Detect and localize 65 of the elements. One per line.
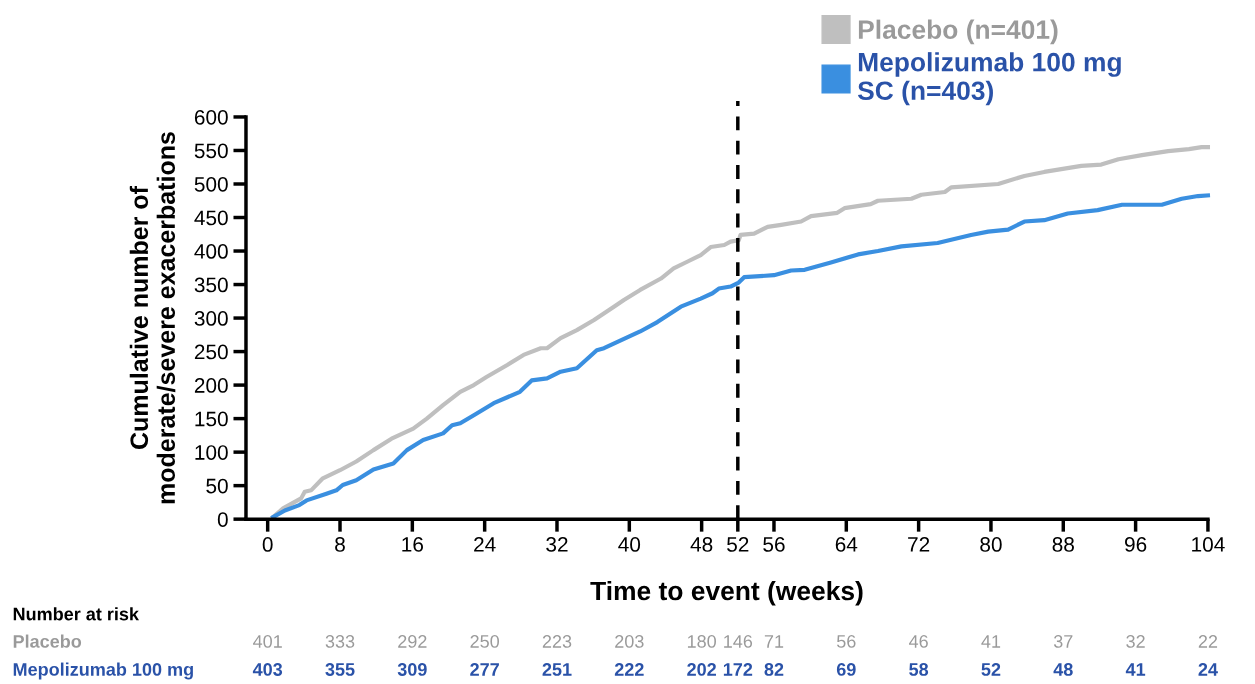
x-tick-label: 24 (474, 537, 496, 552)
text: 82 (764, 663, 784, 676)
text: 251 (542, 663, 572, 676)
text: 37 (1053, 635, 1073, 648)
y-tick-label: 600 (194, 109, 228, 125)
text: 22 (1198, 635, 1218, 648)
y-tick-label: 300 (194, 311, 228, 326)
text: 69 (836, 663, 856, 676)
x-tick-label: 16 (402, 537, 424, 552)
text: 292 (398, 635, 427, 648)
text: 309 (397, 663, 427, 676)
text: 48 (1053, 663, 1073, 676)
x-tick-label: 48 (690, 537, 713, 552)
x-tick-label: 80 (980, 537, 1002, 552)
x-tick-label: 72 (908, 537, 930, 552)
y-tick-label: 50 (206, 478, 228, 494)
text: 172 (723, 663, 753, 676)
text: 202 (687, 663, 716, 676)
text: 56 (836, 635, 856, 648)
text: Mepolizumab 100 mg (13, 662, 193, 680)
x-tick-label: 40 (618, 537, 641, 552)
text: 46 (909, 635, 928, 648)
text: 250 (470, 635, 500, 648)
text: 203 (615, 635, 644, 648)
text: 180 (687, 635, 716, 648)
y-tick-label: 350 (194, 277, 228, 293)
legend-label: Placebo (n=401) (858, 19, 1058, 45)
y-tick-label: 250 (194, 344, 228, 360)
text: 277 (470, 663, 499, 676)
x-tick-label: 64 (835, 537, 858, 552)
x-tick-label: 8 (335, 537, 345, 552)
x-tick-label: 96 (1125, 537, 1147, 552)
x-tick-label: 104 (1192, 537, 1225, 552)
text: 355 (325, 663, 355, 676)
x-tick-label: 52 (727, 537, 749, 552)
text: 222 (614, 663, 644, 676)
text: Placebo (13, 634, 82, 648)
text: 223 (542, 635, 572, 648)
y-tick-label: 100 (195, 445, 228, 460)
text: 41 (981, 635, 1001, 648)
y-axis-title: Cumulative number of moderate/severe exacerbations (129, 132, 176, 504)
text: 333 (325, 635, 355, 648)
text: Number at risk (13, 607, 139, 621)
text: 52 (981, 663, 1001, 676)
text: 24 (1198, 663, 1218, 676)
legend-label: Mepolizumab 100 mg SC (n=403) (857, 52, 1121, 106)
text: 403 (252, 663, 283, 676)
text: 71 (764, 635, 784, 648)
y-tick-label: 450 (194, 210, 228, 226)
text: 41 (1125, 663, 1146, 676)
y-tick-label: 150 (195, 411, 228, 427)
text: 401 (253, 635, 282, 648)
x-tick-label: 56 (763, 537, 785, 552)
x-tick-label: 0 (262, 537, 273, 552)
y-tick-label: 0 (217, 512, 228, 527)
x-tick-label: 32 (546, 537, 568, 552)
x-tick-label: 88 (1052, 537, 1074, 552)
x-axis-title: Time to event (weeks) (590, 580, 863, 606)
text: 146 (724, 635, 753, 648)
text: 32 (1126, 635, 1145, 648)
y-tick-label: 200 (194, 378, 228, 393)
y-tick-label: 400 (194, 244, 228, 259)
text: 58 (909, 663, 929, 676)
y-tick-label: 500 (194, 177, 228, 192)
y-tick-label: 550 (194, 143, 228, 159)
